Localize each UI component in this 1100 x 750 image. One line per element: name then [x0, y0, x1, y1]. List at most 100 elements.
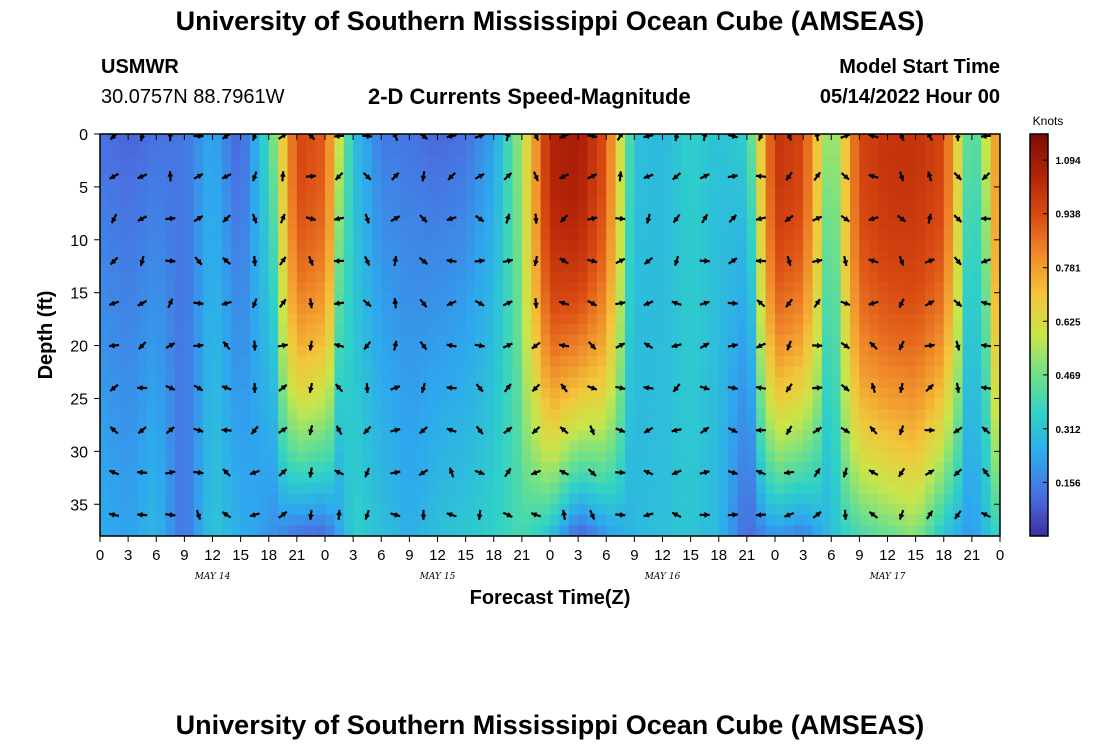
- heat-cell: [812, 430, 823, 442]
- heat-cell: [550, 208, 560, 220]
- heat-cell: [484, 366, 495, 378]
- heat-cell: [353, 313, 364, 326]
- heat-cell: [287, 451, 298, 463]
- heat-cell: [465, 504, 476, 516]
- heat-cell: [709, 504, 720, 516]
- heat-cell: [231, 176, 242, 188]
- heat-cell: [943, 419, 954, 431]
- heat-cell: [981, 239, 992, 251]
- heat-cell: [165, 451, 176, 463]
- heat-cell: [962, 335, 973, 347]
- heat-cell: [990, 366, 1000, 378]
- heat-cell: [709, 493, 720, 505]
- heat-cell: [175, 356, 185, 368]
- heat-cell: [653, 472, 664, 484]
- heat-cell: [193, 250, 204, 262]
- heat-cell: [287, 461, 298, 474]
- heat-cell: [109, 451, 120, 463]
- heat-cell: [390, 398, 401, 410]
- heat-cell: [718, 419, 729, 431]
- heat-cell: [212, 345, 223, 357]
- heat-cell: [465, 197, 476, 209]
- heat-cell: [128, 229, 139, 241]
- current-arrow: [137, 341, 147, 350]
- heat-cell: [934, 292, 945, 304]
- heat-cell: [193, 345, 204, 357]
- heat-cell: [775, 504, 785, 516]
- heat-cell: [700, 419, 710, 431]
- heat-cell: [503, 345, 514, 357]
- heat-cell: [990, 144, 1000, 156]
- heat-cell: [596, 176, 607, 188]
- heat-cell: [859, 134, 870, 146]
- heat-cell: [896, 451, 907, 463]
- heat-cell: [259, 165, 270, 177]
- heat-cell: [587, 440, 598, 452]
- heat-cell: [456, 451, 467, 463]
- heat-cell: [203, 335, 214, 347]
- heat-cell: [568, 208, 579, 220]
- heat-cell: [568, 398, 579, 410]
- heat-cell: [296, 451, 307, 463]
- current-arrow: [446, 512, 457, 518]
- heat-cell: [268, 366, 279, 378]
- heat-cell: [165, 430, 176, 442]
- heat-cell: [887, 292, 898, 304]
- heat-cell: [493, 504, 504, 516]
- heat-cell: [878, 335, 889, 347]
- heat-cell: [381, 155, 392, 167]
- heat-cell: [193, 483, 204, 495]
- heat-cell: [371, 155, 382, 167]
- heat-cell: [221, 525, 232, 536]
- heat-cell: [362, 165, 373, 177]
- heat-cell: [475, 176, 485, 188]
- station-coords: 30.0757N 88.7961W: [101, 86, 285, 108]
- heat-cell: [962, 409, 973, 421]
- heat-cell: [343, 186, 354, 199]
- heat-cell: [971, 345, 982, 357]
- heat-cell: [709, 356, 720, 368]
- heat-cell: [784, 377, 795, 389]
- heat-cell: [746, 525, 757, 536]
- heat-cell: [681, 324, 692, 336]
- heat-cell: [718, 387, 729, 400]
- heat-cell: [343, 208, 354, 220]
- heat-cell: [831, 218, 842, 230]
- heat-cell: [521, 440, 532, 452]
- heat-cell: [821, 377, 832, 389]
- heat-cell: [643, 186, 654, 199]
- heat-cell: [503, 483, 514, 495]
- heat-cell: [634, 303, 645, 315]
- heat-cell: [315, 292, 326, 304]
- heat-cell: [446, 250, 457, 262]
- heat-cell: [418, 345, 429, 357]
- heat-cell: [578, 324, 589, 336]
- heat-cell: [250, 155, 260, 167]
- heat-cell: [390, 493, 401, 505]
- heat-cell: [540, 377, 551, 389]
- heat-cell: [109, 493, 120, 505]
- heat-cell: [587, 366, 598, 378]
- heat-cell: [493, 282, 504, 294]
- heat-cell: [409, 197, 420, 209]
- heat-cell: [803, 134, 814, 146]
- heat-cell: [343, 356, 354, 368]
- heat-cell: [184, 197, 195, 209]
- heat-cell: [446, 303, 457, 315]
- heat-cell: [531, 303, 542, 315]
- heat-cell: [850, 356, 860, 368]
- heat-cell: [784, 335, 795, 347]
- heat-cell: [437, 313, 448, 326]
- heat-cell: [475, 292, 485, 304]
- heat-cell: [662, 483, 673, 495]
- current-arrow: [673, 255, 680, 267]
- heat-cell: [746, 419, 757, 431]
- heat-cell: [203, 186, 214, 199]
- heat-cell: [484, 387, 495, 400]
- heat-cell: [596, 155, 607, 167]
- heat-cell: [184, 165, 195, 177]
- heat-cell: [559, 451, 570, 463]
- heat-cell: [503, 303, 514, 315]
- heat-cell: [512, 176, 523, 188]
- heat-cell: [465, 335, 476, 347]
